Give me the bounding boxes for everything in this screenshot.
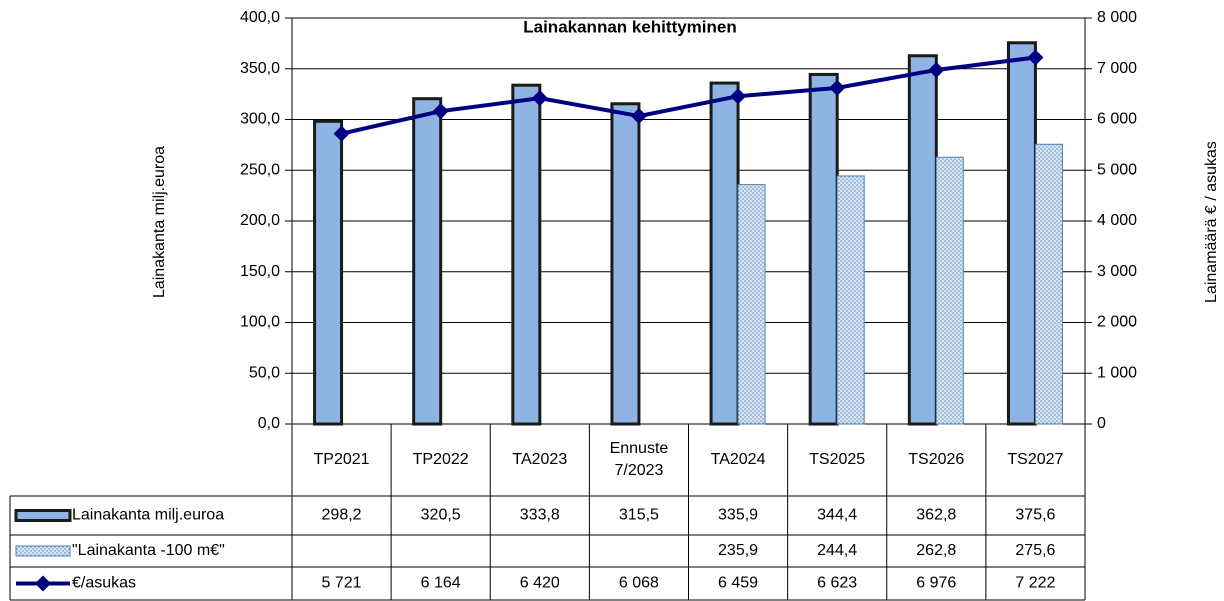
bar [1006,41,1037,426]
x-tick-label: TP2022 [412,451,469,468]
table-value: 5 721 [322,575,362,592]
y-axis-label: Lainakanta milj.euroa [151,146,168,298]
bar [808,72,839,426]
bar [709,81,740,426]
y2-tick-label: 5 000 [1097,161,1137,178]
legend-key [35,575,51,592]
category-cell: Ennuste 7/2023 [609,440,669,479]
y-tick-label: 350,0 [240,60,280,77]
y-tick-label: 50,0 [249,364,280,381]
table-value: 262,8 [916,542,956,559]
category-cell: TA2024 [710,451,766,468]
table-value: 362,8 [916,507,956,524]
bar [1034,143,1063,425]
legend-label: €/asukas [72,575,136,592]
y2-axis-label: Lainamäärä € / asukas [1203,141,1220,303]
table-value: 6 068 [619,575,659,592]
marker [829,79,846,96]
x-tick-label: TP2021 [313,451,370,468]
bar [737,184,766,425]
legend-label: Lainakanta milj.euroa [72,507,224,524]
table-value: 6 459 [718,575,758,592]
category-cell: TP2022 [412,451,469,468]
bar [412,97,443,426]
table-value: 333,8 [520,507,560,524]
category-cell: TS2025 [809,451,866,468]
y2-tick-label: 1 000 [1097,364,1137,381]
x-tick-label: TS2027 [1007,451,1064,468]
y-tick-label: 250,0 [240,161,280,178]
x-tick-label: Ennuste 7/2023 [609,440,669,479]
category-cell: TP2021 [313,451,370,468]
marker [531,90,548,107]
table-value: 344,4 [817,507,857,524]
x-tick-label: TA2023 [512,451,568,468]
y2-tick-label: 4 000 [1097,212,1137,229]
grid [292,17,1085,425]
bar [836,175,865,425]
y-tick-label: 0,0 [258,415,280,432]
table-value: 320,5 [421,507,461,524]
legend-key [15,545,71,557]
y2-tick-label: 0 [1097,415,1106,432]
legend-label: "Lainakanta -100 m€" [72,542,225,559]
x-tick-label: TS2025 [809,451,866,468]
category-cell: TA2023 [512,451,568,468]
table-value: 6 420 [520,575,560,592]
marker [928,61,945,78]
chart-title: Lainakannan kehittyminen [523,17,737,36]
y-tick-label: 200,0 [240,212,280,229]
y2-tick-label: 7 000 [1097,60,1137,77]
marker [630,108,647,125]
bar [313,119,344,426]
marker [333,125,350,142]
x-tick-label: TS2026 [908,451,965,468]
y-tick-label: 150,0 [240,263,280,280]
legend-key [14,509,72,522]
y-tick-label: 400,0 [240,9,280,26]
table-value: 298,2 [322,507,362,524]
bar [935,156,964,425]
table-value: 244,4 [817,542,857,559]
table-value: 335,9 [718,507,758,524]
bar [907,54,938,426]
marker [730,88,747,105]
table-value: 315,5 [619,507,659,524]
x-tick-label: TA2024 [710,451,766,468]
table-value: 6 976 [916,575,956,592]
y2-tick-label: 2 000 [1097,314,1137,331]
bar [511,83,542,426]
y-tick-label: 100,0 [240,314,280,331]
line [341,55,1036,136]
table-value: 375,6 [1015,507,1055,524]
y-tick-label: 300,0 [240,111,280,128]
marker [1027,49,1044,66]
table-value: 6 623 [817,575,857,592]
table-value: 6 164 [421,575,461,592]
bar [610,102,641,426]
y2-tick-label: 6 000 [1097,111,1137,128]
category-cell: TS2026 [908,451,965,468]
table-value: 235,9 [718,542,758,559]
category-cell: TS2027 [1007,451,1064,468]
table-value: 7 222 [1015,575,1055,592]
marker [432,103,449,120]
y2-tick-label: 3 000 [1097,263,1137,280]
y2-tick-label: 8 000 [1097,9,1137,26]
table-value: 275,6 [1015,542,1055,559]
